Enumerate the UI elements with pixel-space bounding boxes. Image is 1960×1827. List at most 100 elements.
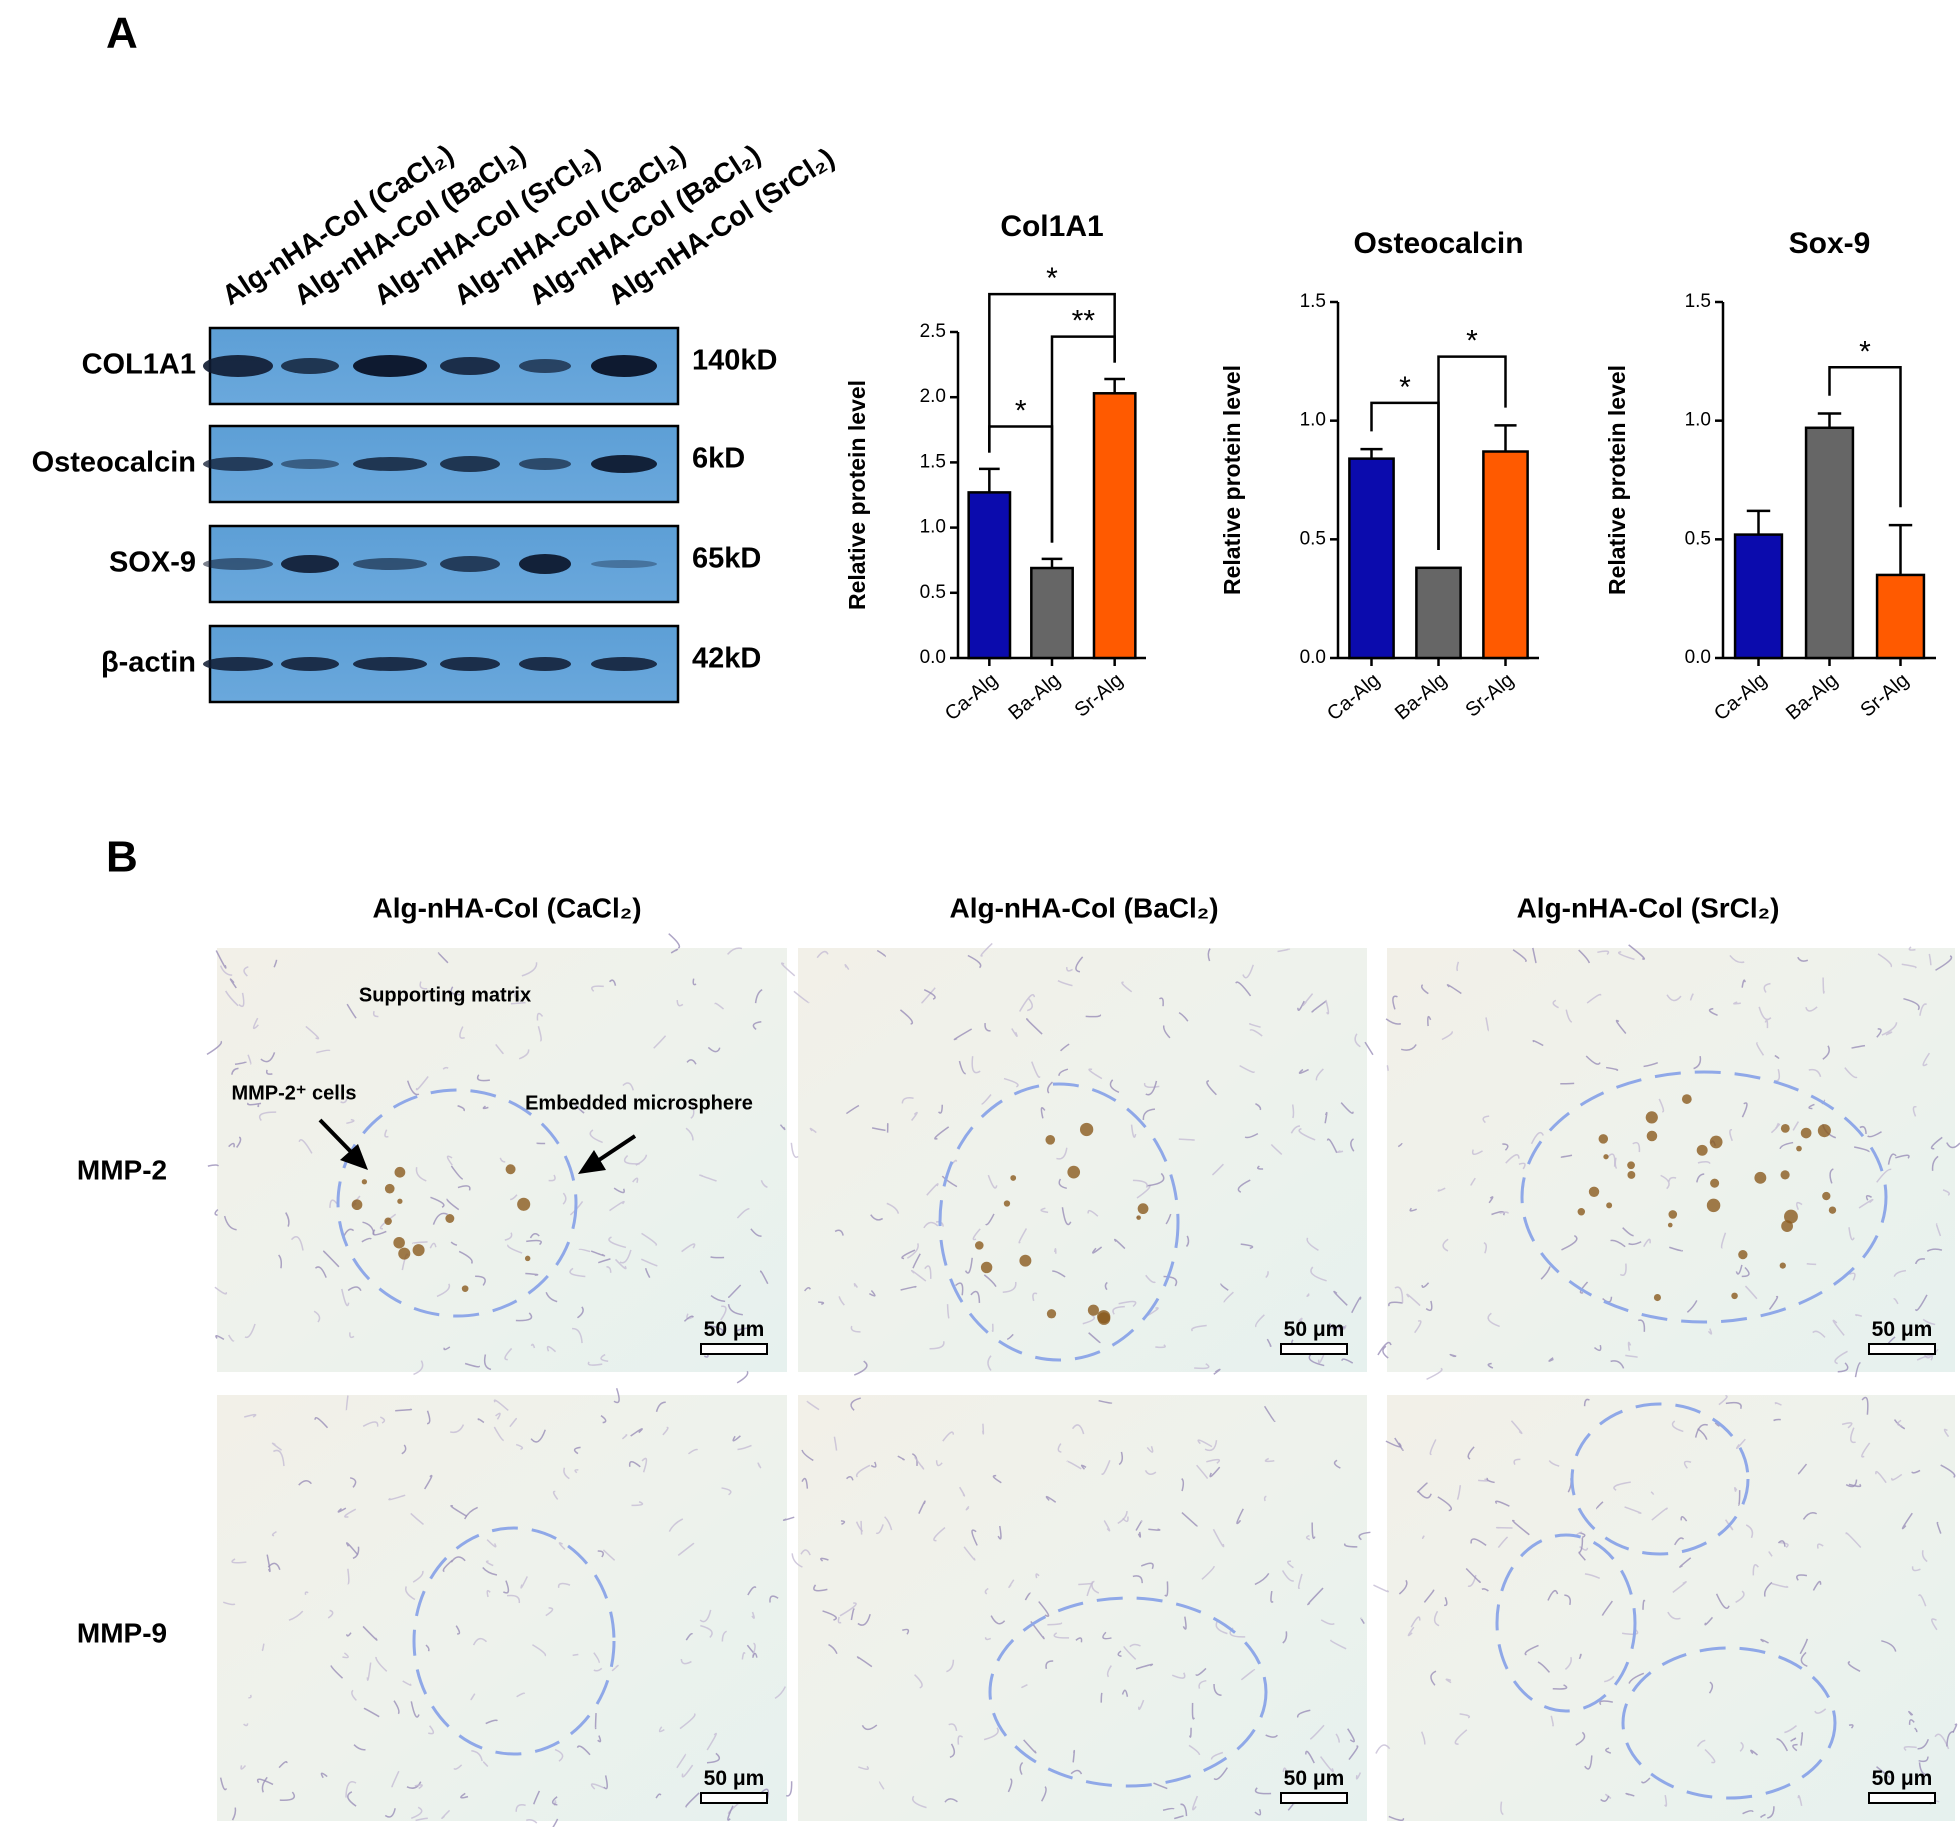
tissue-fiber	[1694, 1423, 1709, 1438]
tissue-fiber	[273, 959, 278, 968]
tissue-fiber	[261, 1776, 268, 1793]
tissue-fiber	[1145, 1274, 1156, 1284]
tissue-fiber	[486, 1589, 491, 1598]
tissue-fiber	[1914, 1258, 1926, 1265]
tissue-fiber	[1494, 1500, 1510, 1507]
stained-cell	[1019, 1254, 1032, 1267]
tissue-fiber	[1596, 1501, 1604, 1510]
tissue-fiber	[1025, 1018, 1043, 1035]
tissue-fiber	[1885, 1031, 1893, 1036]
tissue-fiber	[747, 1586, 757, 1596]
tissue-fiber	[432, 1212, 448, 1225]
tissue-fiber	[1796, 1574, 1808, 1581]
tissue-fiber	[1735, 1438, 1746, 1450]
tissue-fiber	[1019, 1762, 1024, 1775]
tissue-fiber	[1511, 1519, 1530, 1536]
tissue-fiber	[265, 1069, 273, 1075]
tissue-fiber	[632, 1177, 639, 1183]
tissue-fiber	[868, 1290, 876, 1297]
tissue-fiber	[238, 992, 245, 1008]
tissue-fiber	[699, 1174, 717, 1182]
tissue-fiber	[1197, 1439, 1213, 1448]
tissue-fiber	[1296, 1709, 1311, 1718]
tissue-fiber	[1240, 1243, 1254, 1250]
stained-cell	[975, 1241, 984, 1250]
tissue-fiber	[1917, 1739, 1930, 1750]
tissue-fiber	[653, 1035, 667, 1049]
y-tick-label: 1.0	[920, 517, 946, 538]
tissue-fiber	[1643, 1061, 1659, 1068]
scale-bar-label: 50 μm	[1872, 1318, 1933, 1341]
tissue-fiber	[219, 1777, 228, 1791]
microsphere-outline	[336, 1088, 578, 1318]
tissue-fiber	[900, 1285, 917, 1291]
tissue-fiber	[706, 1732, 717, 1751]
tissue-fiber	[1350, 1138, 1355, 1152]
tissue-fiber	[1212, 1528, 1225, 1548]
tissue-fiber	[1584, 1573, 1601, 1580]
tissue-fiber	[953, 1028, 973, 1041]
tissue-fiber	[228, 1142, 235, 1148]
tissue-fiber	[314, 1266, 327, 1278]
tissue-fiber	[1465, 1567, 1481, 1584]
tissue-fiber	[1850, 1427, 1856, 1444]
tissue-fiber	[346, 1003, 357, 1019]
tissue-fiber	[1308, 1354, 1325, 1367]
tissue-fiber	[662, 1426, 669, 1436]
tissue-fiber	[563, 1467, 570, 1480]
stained-cell	[1010, 1175, 1017, 1181]
tissue-fiber	[537, 1026, 542, 1042]
tissue-fiber	[736, 1370, 749, 1384]
tissue-fiber	[912, 1253, 921, 1269]
tissue-fiber	[828, 1643, 838, 1655]
tissue-fiber	[1220, 1283, 1229, 1291]
tissue-fiber	[1552, 999, 1559, 1009]
tissue-fiber	[1845, 1532, 1862, 1549]
tissue-fiber	[1752, 1564, 1759, 1576]
blot-band	[519, 359, 571, 373]
tissue-fiber	[839, 1602, 857, 1617]
stained-cell	[1046, 1309, 1057, 1319]
tissue-fiber	[602, 1549, 616, 1561]
tissue-fiber	[1903, 1746, 1917, 1751]
tissue-fiber	[838, 1296, 845, 1306]
tissue-fiber	[1385, 1018, 1401, 1025]
tissue-fiber	[572, 1653, 579, 1657]
tissue-fiber	[258, 1111, 277, 1121]
tissue-fiber	[1792, 1743, 1798, 1752]
tissue-fiber	[844, 964, 850, 970]
tissue-fiber	[685, 1127, 694, 1141]
tissue-fiber	[1734, 1487, 1738, 1493]
tissue-fiber	[1023, 1739, 1037, 1754]
tissue-fiber	[921, 987, 936, 1004]
tissue-fiber	[1585, 1055, 1601, 1065]
tissue-fiber	[884, 1516, 893, 1531]
tissue-fiber	[990, 1615, 1006, 1625]
tissue-fiber	[257, 1104, 260, 1108]
tissue-fiber	[850, 1608, 855, 1621]
tissue-fiber	[1305, 1534, 1311, 1541]
tissue-fiber	[1672, 1581, 1687, 1594]
tissue-fiber	[1664, 1795, 1668, 1807]
tissue-fiber	[1602, 1296, 1613, 1303]
tissue-fiber	[536, 1142, 546, 1145]
micrograph-bg	[1387, 948, 1955, 1372]
tissue-fiber	[345, 1781, 357, 1798]
tissue-fiber	[1707, 1328, 1713, 1335]
tissue-fiber	[1741, 979, 1746, 988]
tissue-fiber	[1038, 1601, 1050, 1617]
tissue-fiber	[1524, 1644, 1539, 1656]
tissue-fiber	[1066, 967, 1073, 972]
tissue-fiber	[1686, 1300, 1698, 1313]
tissue-fiber	[613, 1187, 625, 1194]
tissue-fiber	[1210, 1751, 1224, 1760]
tissue-fiber	[1812, 1580, 1822, 1591]
tissue-fiber	[415, 1167, 427, 1182]
tissue-fiber	[298, 1139, 313, 1154]
scale-bar	[700, 1792, 768, 1804]
tissue-fiber	[622, 1082, 634, 1091]
tissue-fiber	[984, 1587, 989, 1595]
tissue-fiber	[1201, 1565, 1216, 1580]
tissue-fiber	[1668, 1176, 1677, 1182]
tissue-fiber	[545, 1607, 554, 1617]
